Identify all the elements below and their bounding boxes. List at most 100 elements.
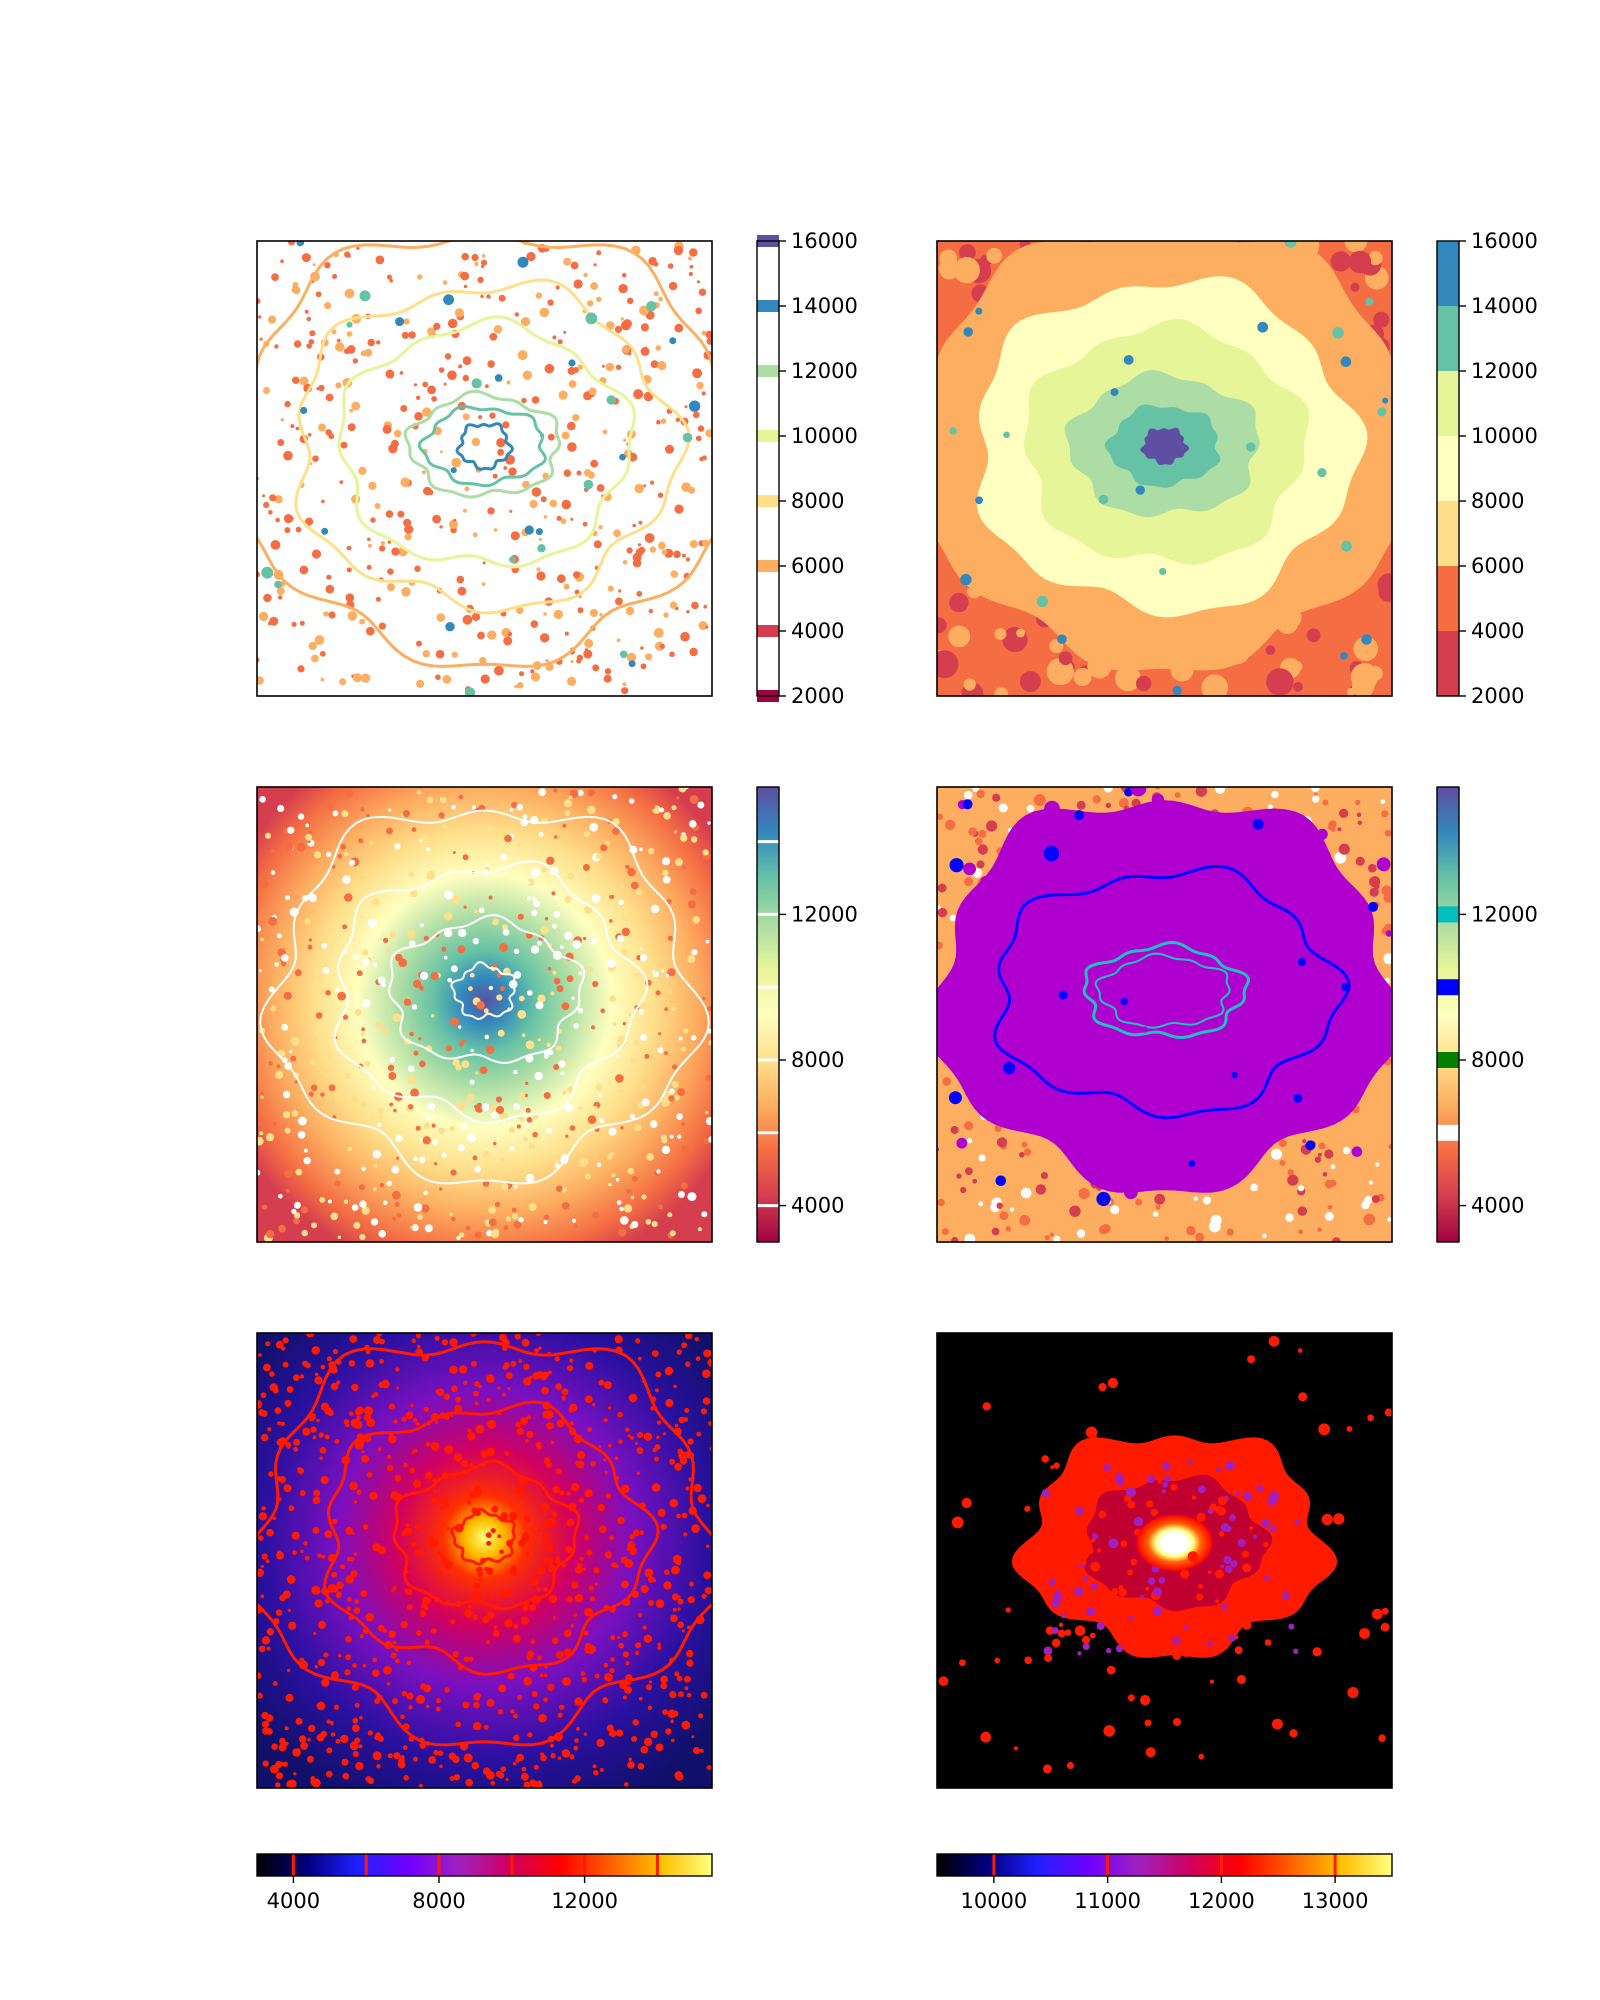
red-contour-blob (598, 1379, 605, 1386)
red-contour-blob (353, 1500, 358, 1504)
noise-pixel (1287, 1174, 1299, 1186)
red-contour-blob (654, 1388, 659, 1393)
red-contour-blob (465, 1778, 474, 1787)
red-contour (257, 1340, 712, 1747)
noise-pixel (444, 912, 453, 921)
red-contour-blob (576, 1450, 586, 1460)
contour-blob (557, 339, 563, 345)
contour-blob (563, 330, 567, 334)
contour-blob (521, 397, 527, 404)
red-contour-blob (490, 1528, 496, 1534)
red-contour-blob (536, 1445, 542, 1450)
contour-blob (257, 298, 261, 304)
noise-pixel (485, 862, 490, 867)
red-contour-blob (1045, 1626, 1055, 1635)
red-contour-blob (574, 1697, 583, 1706)
contour-blob (276, 587, 285, 596)
red-contour-blob (451, 1385, 458, 1393)
noise-pixel (675, 858, 683, 867)
red-contour-blob (392, 1698, 399, 1705)
noise-pixel (1195, 1232, 1205, 1242)
noise-pixel (622, 913, 631, 922)
noise-pixel (360, 1032, 365, 1037)
noise-pixel (662, 857, 671, 866)
red-contour-blob (543, 1673, 548, 1678)
noise-pixel (308, 1091, 314, 1097)
red-contour-blob (584, 1607, 593, 1617)
red-contour-blob (1064, 1629, 1072, 1636)
contour-blob (374, 503, 381, 509)
red-contour-blob (275, 1340, 284, 1349)
noise-pixel (666, 898, 672, 905)
red-contour-blob (590, 1461, 596, 1467)
red-contour-blob (706, 1503, 710, 1508)
contour-blob (258, 611, 269, 622)
noise-pixel (616, 1094, 625, 1104)
red-contour-blob (413, 1756, 418, 1762)
contour-blob (503, 466, 508, 470)
noise-pixel (482, 1151, 491, 1160)
red-contour-blob (596, 1738, 605, 1747)
noise-pixel (518, 1217, 524, 1223)
colorbar-tick-label: 10000 (960, 1889, 1027, 1913)
red-contour-blob (1147, 1475, 1155, 1483)
contour-blob (563, 469, 571, 477)
filled-region (1201, 674, 1229, 696)
red-contour-blob (681, 1512, 688, 1519)
contour-blob (316, 387, 320, 391)
red-contour-blob (707, 1765, 711, 1770)
red-contour-blob (562, 1677, 571, 1686)
noise-pixel (396, 1156, 400, 1160)
noise-pixel (301, 1229, 308, 1237)
contour-blob (530, 669, 535, 674)
noise-pixel (1311, 787, 1320, 792)
contour-blob (431, 396, 437, 402)
red-contour-blob (610, 1635, 616, 1641)
red-contour-blob (624, 1782, 629, 1787)
contour-blob (295, 526, 302, 533)
red-contour-blob (1093, 1498, 1098, 1504)
contour-line (337, 315, 637, 569)
red-contour-blob (311, 1346, 320, 1355)
noise-pixel (584, 1173, 591, 1180)
red-contour-blob (463, 1380, 468, 1385)
contour-blob (587, 300, 594, 307)
noise-pixel (678, 1191, 685, 1198)
contour-blob (478, 415, 483, 420)
noise-pixel (1279, 1160, 1286, 1166)
noise-pixel (556, 985, 564, 993)
star-blob (1316, 828, 1328, 840)
noise-pixel (275, 1070, 284, 1079)
noise-pixel (349, 859, 356, 866)
red-contour-blob (654, 1456, 659, 1462)
red-contour-blob (350, 1570, 358, 1578)
noise-pixel (419, 838, 423, 843)
red-contour-blob (574, 1566, 583, 1574)
noise-pixel (508, 1126, 516, 1134)
red-contour-blob (547, 1370, 552, 1375)
noise-pixel (667, 1212, 673, 1218)
contour-blob (622, 682, 627, 687)
red-contour-blob (400, 1714, 405, 1720)
contour-blob (535, 292, 543, 299)
red-contour-blob (486, 1397, 491, 1402)
red-contour-blob (569, 1421, 575, 1426)
contour-blob (447, 318, 458, 329)
noise-pixel (499, 1157, 505, 1162)
red-contour-blob (567, 1365, 574, 1372)
contour-blob (388, 444, 398, 454)
noise-pixel (1332, 1237, 1341, 1242)
noise-pixel (587, 1115, 597, 1124)
filled-region (986, 247, 1003, 264)
red-contour-blob (515, 1423, 519, 1427)
noise-pixel (951, 1236, 959, 1242)
red-contour-blob (555, 1558, 561, 1565)
colorbar-band (1437, 501, 1459, 566)
red-contour-blob (705, 1544, 710, 1549)
noise-pixel (460, 1172, 464, 1176)
contour-blob (453, 518, 457, 522)
red-contour-blob (419, 1610, 427, 1617)
star-fill (1246, 442, 1256, 452)
noise-pixel (411, 1004, 418, 1010)
contour-blob (567, 442, 577, 452)
